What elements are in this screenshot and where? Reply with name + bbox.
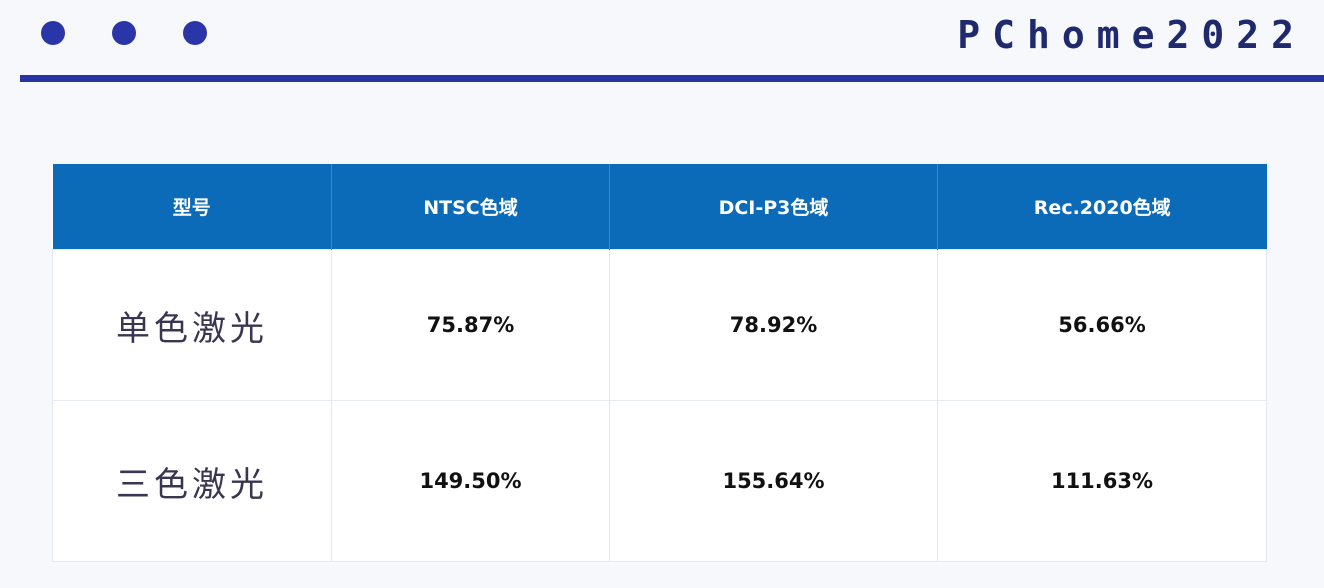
column-header-ntsc: NTSC色域 xyxy=(331,164,610,250)
rec2020-value: 56.66% xyxy=(937,249,1267,401)
table-row: 单色激光 75.87% 78.92% 56.66% xyxy=(52,249,1267,401)
column-header-dci-p3: DCI-P3色域 xyxy=(609,164,938,250)
dci-p3-value: 155.64% xyxy=(609,400,938,562)
color-gamut-table: 型号 NTSC色域 DCI-P3色域 Rec.2020色域 单色激光 75.87… xyxy=(52,164,1267,562)
column-header-rec2020: Rec.2020色域 xyxy=(937,164,1267,250)
dot-2 xyxy=(112,21,136,45)
ntsc-value: 149.50% xyxy=(331,400,610,562)
row-label: 三色激光 xyxy=(52,400,332,562)
dci-p3-value: 78.92% xyxy=(609,249,938,401)
brand-watermark: PChome2022 xyxy=(957,13,1306,57)
header-divider xyxy=(20,75,1324,82)
rec2020-value: 111.63% xyxy=(937,400,1267,562)
ntsc-value: 75.87% xyxy=(331,249,610,401)
table-header-row: 型号 NTSC色域 DCI-P3色域 Rec.2020色域 xyxy=(52,164,1267,250)
dot-3 xyxy=(183,21,207,45)
column-header-model: 型号 xyxy=(52,164,332,250)
dot-1 xyxy=(41,21,65,45)
row-label: 单色激光 xyxy=(52,249,332,401)
table-row: 三色激光 149.50% 155.64% 111.63% xyxy=(52,400,1267,562)
